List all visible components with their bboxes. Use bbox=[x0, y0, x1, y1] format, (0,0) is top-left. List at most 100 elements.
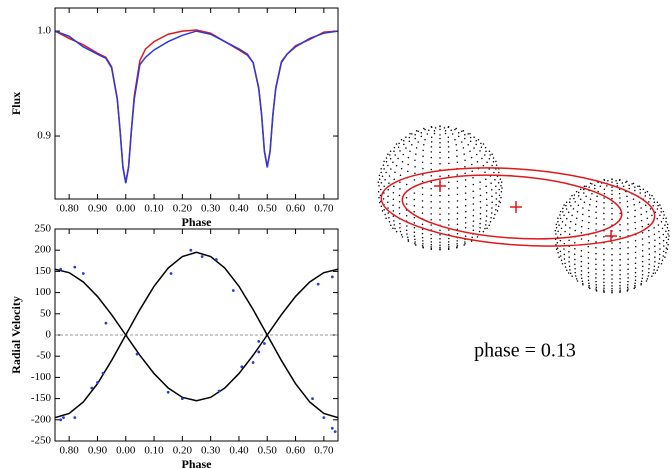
surface-dot bbox=[413, 211, 415, 213]
surface-dot bbox=[568, 233, 571, 236]
surface-dot bbox=[595, 288, 597, 290]
surface-dot bbox=[645, 280, 648, 282]
rv-point bbox=[90, 386, 94, 390]
surface-dot bbox=[611, 291, 613, 293]
surface-dot bbox=[421, 236, 424, 239]
surface-dot bbox=[471, 236, 473, 239]
surface-dot bbox=[611, 218, 613, 221]
surface-dot bbox=[603, 284, 605, 287]
surface-dot bbox=[413, 205, 416, 207]
surface-dot bbox=[389, 150, 392, 153]
surface-dot bbox=[582, 282, 584, 285]
surface-dot bbox=[627, 229, 629, 231]
surface-dot bbox=[555, 227, 558, 229]
surface-dot bbox=[575, 190, 578, 193]
surface-dot bbox=[653, 198, 655, 200]
surface-dot bbox=[573, 194, 576, 196]
surface-dot bbox=[594, 184, 596, 186]
surface-dot bbox=[481, 157, 483, 160]
surface-dot bbox=[656, 201, 659, 204]
surface-dot bbox=[461, 141, 463, 143]
surface-dot bbox=[666, 248, 669, 251]
surface-dot bbox=[456, 223, 459, 225]
surface-dot bbox=[566, 217, 568, 220]
surface-dot bbox=[395, 230, 398, 233]
surface-dot bbox=[377, 190, 380, 193]
surface-dot bbox=[407, 236, 409, 239]
surface-dot bbox=[651, 214, 653, 217]
surface-dot bbox=[398, 201, 401, 203]
surface-dot bbox=[393, 224, 395, 226]
surface-dot bbox=[628, 184, 630, 186]
surface-dot bbox=[659, 214, 661, 217]
surface-dot bbox=[603, 202, 605, 204]
surface-dot bbox=[426, 133, 429, 135]
surface-dot bbox=[477, 139, 480, 141]
x-tick-label: 0.00 bbox=[116, 203, 136, 215]
surface-dot bbox=[595, 241, 597, 243]
surface-dot bbox=[603, 259, 605, 261]
surface-dot bbox=[495, 185, 497, 188]
plot-frame bbox=[54, 7, 339, 200]
surface-dot bbox=[563, 248, 565, 250]
surface-dot bbox=[628, 187, 630, 190]
surface-dot bbox=[563, 258, 566, 260]
surface-dot bbox=[667, 229, 670, 232]
surface-dot bbox=[569, 272, 572, 274]
surface-dot bbox=[596, 195, 598, 198]
surface-dot bbox=[405, 147, 407, 149]
surface-dot bbox=[595, 229, 597, 231]
surface-dot bbox=[627, 241, 629, 243]
rv-point bbox=[333, 430, 337, 434]
surface-dot bbox=[472, 183, 475, 186]
surface-dot bbox=[582, 284, 584, 286]
surface-dot bbox=[405, 136, 407, 138]
surface-dot bbox=[587, 251, 590, 254]
surface-dot bbox=[591, 192, 593, 195]
surface-dot bbox=[641, 260, 644, 263]
surface-dot bbox=[559, 210, 562, 213]
surface-dot bbox=[653, 227, 655, 229]
surface-dot bbox=[393, 150, 395, 153]
surface-dot bbox=[448, 246, 450, 248]
surface-dot bbox=[388, 182, 390, 184]
plus-marker bbox=[434, 180, 446, 192]
x-axis-title: Phase bbox=[182, 215, 213, 229]
surface-dot bbox=[594, 187, 596, 190]
surface-dot bbox=[387, 212, 389, 214]
rv-point bbox=[104, 321, 108, 325]
surface-dot bbox=[382, 164, 385, 166]
surface-dot bbox=[595, 273, 597, 275]
surface-dot bbox=[439, 207, 441, 209]
surface-dot bbox=[576, 211, 579, 213]
rv-point bbox=[81, 272, 85, 275]
surface-dot bbox=[485, 185, 487, 187]
x-tick-label: 0.30 bbox=[201, 203, 221, 215]
surface-dot bbox=[479, 181, 481, 183]
surface-dot bbox=[652, 204, 654, 207]
surface-dot bbox=[456, 193, 459, 196]
surface-dot bbox=[580, 274, 583, 276]
surface-dot bbox=[491, 195, 493, 197]
surface-dot bbox=[572, 208, 575, 210]
surface-dot bbox=[574, 201, 576, 203]
rv-point bbox=[189, 248, 193, 252]
surface-dot bbox=[555, 244, 557, 246]
surface-dot bbox=[448, 237, 450, 240]
surface-dot bbox=[568, 201, 571, 204]
surface-dot bbox=[495, 192, 497, 194]
surface-dot bbox=[634, 189, 636, 192]
surface-dot bbox=[471, 163, 473, 166]
surface-dot bbox=[498, 194, 501, 197]
surface-dot bbox=[421, 200, 424, 202]
surface-dot bbox=[588, 186, 590, 188]
surface-dot bbox=[398, 207, 401, 209]
phase-label: phase = 0.13 bbox=[474, 340, 576, 362]
surface-dot bbox=[475, 143, 477, 146]
surface-dot bbox=[470, 156, 473, 159]
surface-dot bbox=[619, 264, 621, 266]
surface-dot bbox=[422, 246, 424, 248]
surface-dot bbox=[618, 179, 621, 181]
surface-dot bbox=[654, 261, 656, 263]
